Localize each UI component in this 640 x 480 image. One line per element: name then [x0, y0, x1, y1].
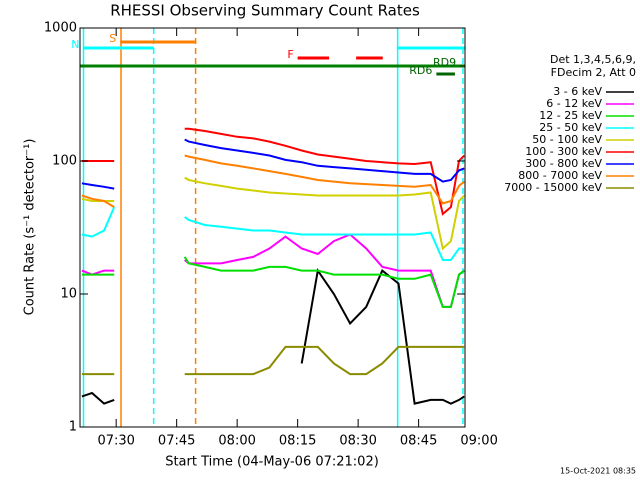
- flag-label: S: [109, 32, 116, 45]
- y-tick-label: 100: [52, 154, 77, 169]
- x-tick-label: 07:45: [158, 434, 195, 449]
- legend-label: 300 - 800 keV: [525, 157, 602, 170]
- legend-label: 7000 - 15000 keV: [504, 181, 602, 194]
- plot-frame: [79, 27, 466, 428]
- series-line: [81, 154, 465, 208]
- x-tick-label: 08:45: [400, 434, 437, 449]
- y-axis-label: Count Rate (s⁻¹ detector⁻¹): [23, 139, 38, 316]
- legend-label: 100 - 300 keV: [525, 145, 602, 158]
- flag-label: RD9: [433, 56, 456, 69]
- x-tick-label: 08:00: [218, 434, 255, 449]
- series-line: [81, 138, 465, 190]
- legend-header: FDecim 2, Att 0: [551, 66, 636, 79]
- y-tick-label: 10: [60, 287, 77, 302]
- y-tick-label: 1000: [44, 21, 77, 36]
- flag-label: F: [287, 48, 293, 61]
- series-line: [81, 268, 465, 405]
- legend-label: 12 - 25 keV: [539, 109, 602, 122]
- legend-label: 3 - 6 keV: [553, 85, 602, 98]
- chart-title: RHESSI Observing Summary Count Rates: [110, 2, 420, 20]
- legend-label: 25 - 50 keV: [539, 121, 602, 134]
- legend-label: 50 - 100 keV: [532, 133, 602, 146]
- series-line: [81, 256, 465, 308]
- legend-header: Det 1,3,4,5,6,9,: [550, 53, 636, 66]
- flag-label: N: [71, 38, 79, 51]
- x-tick-label: 07:30: [97, 434, 134, 449]
- series-line: [81, 206, 465, 261]
- x-tick-label: 08:15: [279, 434, 316, 449]
- y-tick-label: 1: [69, 420, 77, 435]
- x-tick-label: 08:30: [339, 434, 376, 449]
- x-tick-label: 09:00: [460, 434, 497, 449]
- legend-label: 800 - 7000 keV: [518, 169, 602, 182]
- legend-label: 6 - 12 keV: [546, 97, 602, 110]
- flag-label: RD6: [409, 64, 432, 77]
- footer: 15-Oct-2021 08:35: [560, 467, 636, 476]
- series-line: [81, 345, 465, 376]
- series-line: [81, 176, 465, 251]
- x-axis-label: Start Time (04-May-06 07:21:02): [165, 455, 379, 470]
